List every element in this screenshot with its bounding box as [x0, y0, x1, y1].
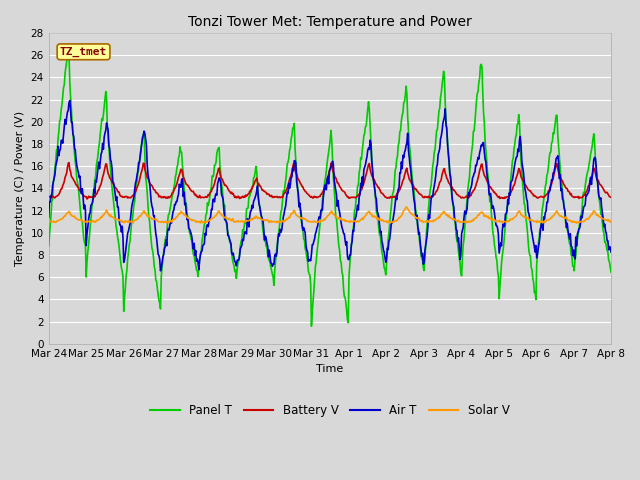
Air T	[201, 230, 209, 236]
Air T	[45, 215, 52, 220]
Solar V	[45, 219, 52, 225]
Air T	[417, 240, 424, 245]
Battery V	[115, 189, 122, 195]
Solar V	[573, 220, 580, 226]
Air T	[66, 97, 74, 103]
Solar V	[607, 218, 615, 224]
Line: Panel T: Panel T	[49, 51, 611, 326]
Solar V	[403, 204, 410, 210]
Panel T	[400, 100, 408, 106]
Solar V	[170, 216, 178, 222]
Panel T	[607, 269, 615, 275]
Air T	[114, 204, 122, 210]
Air T	[172, 202, 179, 207]
Air T	[607, 249, 615, 255]
Battery V	[417, 191, 424, 197]
Panel T	[65, 48, 72, 54]
Battery V	[83, 196, 91, 202]
Battery V	[65, 160, 73, 166]
Solar V	[415, 216, 423, 222]
Battery V	[172, 185, 179, 191]
Text: TZ_tmet: TZ_tmet	[60, 47, 107, 57]
Panel T	[45, 243, 52, 249]
Solar V	[398, 212, 406, 217]
Air T	[400, 155, 408, 160]
Battery V	[201, 194, 209, 200]
Solar V	[55, 217, 63, 223]
Title: Tonzi Tower Met: Temperature and Power: Tonzi Tower Met: Temperature and Power	[188, 15, 472, 29]
Panel T	[308, 324, 316, 329]
Air T	[157, 268, 164, 274]
Air T	[55, 153, 63, 158]
Battery V	[400, 176, 408, 182]
Solar V	[113, 216, 120, 222]
Y-axis label: Temperature (C) / Power (V): Temperature (C) / Power (V)	[15, 111, 25, 266]
Line: Air T: Air T	[49, 100, 611, 271]
Line: Solar V: Solar V	[49, 207, 611, 223]
Line: Battery V: Battery V	[49, 163, 611, 199]
Battery V	[55, 192, 63, 197]
Panel T	[417, 243, 424, 249]
Panel T	[200, 222, 208, 228]
Solar V	[200, 219, 207, 225]
Panel T	[171, 181, 179, 187]
Legend: Panel T, Battery V, Air T, Solar V: Panel T, Battery V, Air T, Solar V	[145, 399, 514, 422]
Panel T	[114, 234, 122, 240]
X-axis label: Time: Time	[316, 364, 344, 374]
Battery V	[607, 194, 615, 200]
Battery V	[45, 193, 52, 199]
Panel T	[55, 129, 63, 135]
